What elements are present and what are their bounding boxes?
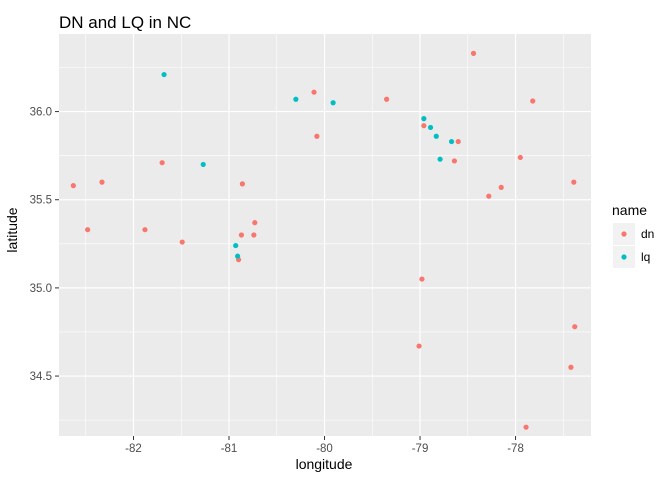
data-point-lq (448, 138, 455, 145)
data-point-dn (451, 158, 458, 164)
major-gridlines (59, 34, 591, 436)
data-point-dn (159, 160, 165, 166)
legend-entries: dn lq (613, 223, 654, 268)
data-point-dn (311, 89, 317, 95)
data-point-dn (70, 183, 76, 189)
data-point-dn (99, 179, 105, 185)
data-point-lq (293, 96, 299, 102)
data-point-dn (572, 324, 578, 330)
data-point-dn (142, 227, 148, 233)
data-point-dn (314, 133, 320, 139)
data-point-dn (470, 50, 477, 56)
data-point-lq (421, 116, 427, 122)
data-point-dn (251, 232, 257, 238)
data-point-dn (568, 364, 574, 370)
data-point-dn (517, 154, 523, 161)
legend-title: name (612, 202, 647, 218)
data-point-lq (433, 133, 439, 139)
x-tick-label: -79 (412, 443, 429, 455)
data-point-dn (455, 138, 461, 145)
legend-label-dn: dn (641, 227, 654, 241)
x-tick-label: -82 (125, 443, 142, 455)
y-tick-label: 35.5 (30, 195, 52, 207)
data-point-dn (239, 181, 245, 187)
data-point-lq (200, 161, 206, 168)
data-point-dn (523, 424, 529, 430)
legend-marker-dn (621, 231, 627, 237)
data-point-dn (416, 343, 422, 349)
data-point-dn (571, 179, 577, 185)
data-point-lq (233, 242, 239, 249)
x-tick-label: -78 (507, 443, 524, 455)
legend: name dn lq (612, 202, 654, 268)
legend-label-lq: lq (641, 250, 650, 264)
data-point-dn (384, 96, 390, 102)
data-point-dn (498, 184, 504, 190)
data-point-dn (179, 239, 185, 245)
data-point-lq (437, 156, 443, 162)
x-tick-label: -81 (221, 443, 238, 455)
y-tick-label: 34.5 (30, 371, 52, 383)
x-axis-ticks: -82 -81 -80 -79 -78 (125, 436, 524, 455)
data-point-lq (161, 71, 167, 78)
legend-marker-lq (621, 254, 627, 260)
data-point-lq (235, 253, 241, 259)
data-point-lq (427, 124, 434, 131)
chart-title: DN and LQ in NC (59, 13, 191, 32)
y-axis-title: latitude (4, 207, 20, 252)
x-axis-title: longitude (296, 456, 353, 472)
y-tick-label: 36.0 (30, 107, 52, 119)
data-point-dn (486, 193, 492, 199)
data-point-dn (238, 232, 245, 238)
data-point-dn (530, 98, 536, 104)
data-point-dn (252, 220, 258, 226)
data-point-lq (330, 100, 336, 106)
data-point-dn (85, 227, 91, 233)
y-tick-label: 35.0 (30, 283, 52, 295)
data-points (70, 50, 578, 430)
y-axis-ticks: 34.5 35.0 35.5 36.0 (30, 107, 59, 383)
data-point-dn (419, 276, 425, 282)
x-tick-label: -80 (316, 443, 333, 455)
data-point-dn (421, 123, 427, 129)
